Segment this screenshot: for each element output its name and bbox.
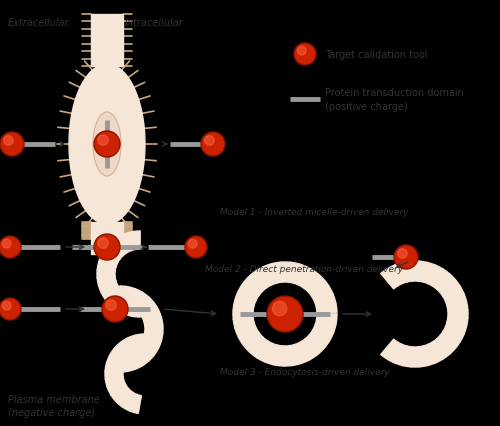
Polygon shape [91,234,123,254]
Polygon shape [120,286,163,372]
Circle shape [94,234,120,260]
Circle shape [2,240,11,248]
Circle shape [98,135,108,146]
Circle shape [98,238,108,249]
Text: Plasma membrane
(negative charge): Plasma membrane (negative charge) [8,394,100,417]
Polygon shape [91,222,123,239]
Polygon shape [233,262,337,366]
Text: Model 2 - Direct penetration-driven delivery: Model 2 - Direct penetration-driven deli… [205,265,403,273]
Circle shape [106,300,117,311]
Circle shape [201,132,225,157]
Circle shape [267,296,303,332]
Circle shape [204,136,214,146]
Text: Target calidation tool: Target calidation tool [325,50,428,60]
Polygon shape [93,113,121,177]
Circle shape [185,236,207,259]
Polygon shape [91,15,123,67]
Circle shape [2,302,11,311]
Polygon shape [69,65,145,225]
Text: Model 1 - Inverted micelle-driven delivery: Model 1 - Inverted micelle-driven delive… [220,207,408,216]
Circle shape [298,47,306,56]
Polygon shape [381,262,468,367]
Circle shape [0,236,21,259]
Circle shape [398,249,407,259]
Circle shape [188,240,197,248]
Text: Extracellular: Extracellular [8,18,70,28]
Circle shape [272,302,287,316]
Text: Model 3 - Endocytosis-driven delivery: Model 3 - Endocytosis-driven delivery [220,367,390,376]
Circle shape [102,296,128,322]
Circle shape [0,298,21,320]
Text: Intracellular: Intracellular [125,18,184,28]
Circle shape [294,44,316,66]
Polygon shape [105,334,152,413]
Circle shape [94,132,120,158]
Circle shape [0,132,24,157]
Polygon shape [97,231,140,317]
Text: Protein transduction domain
(positive charge): Protein transduction domain (positive ch… [325,88,464,111]
Circle shape [4,136,13,146]
Circle shape [394,245,418,269]
